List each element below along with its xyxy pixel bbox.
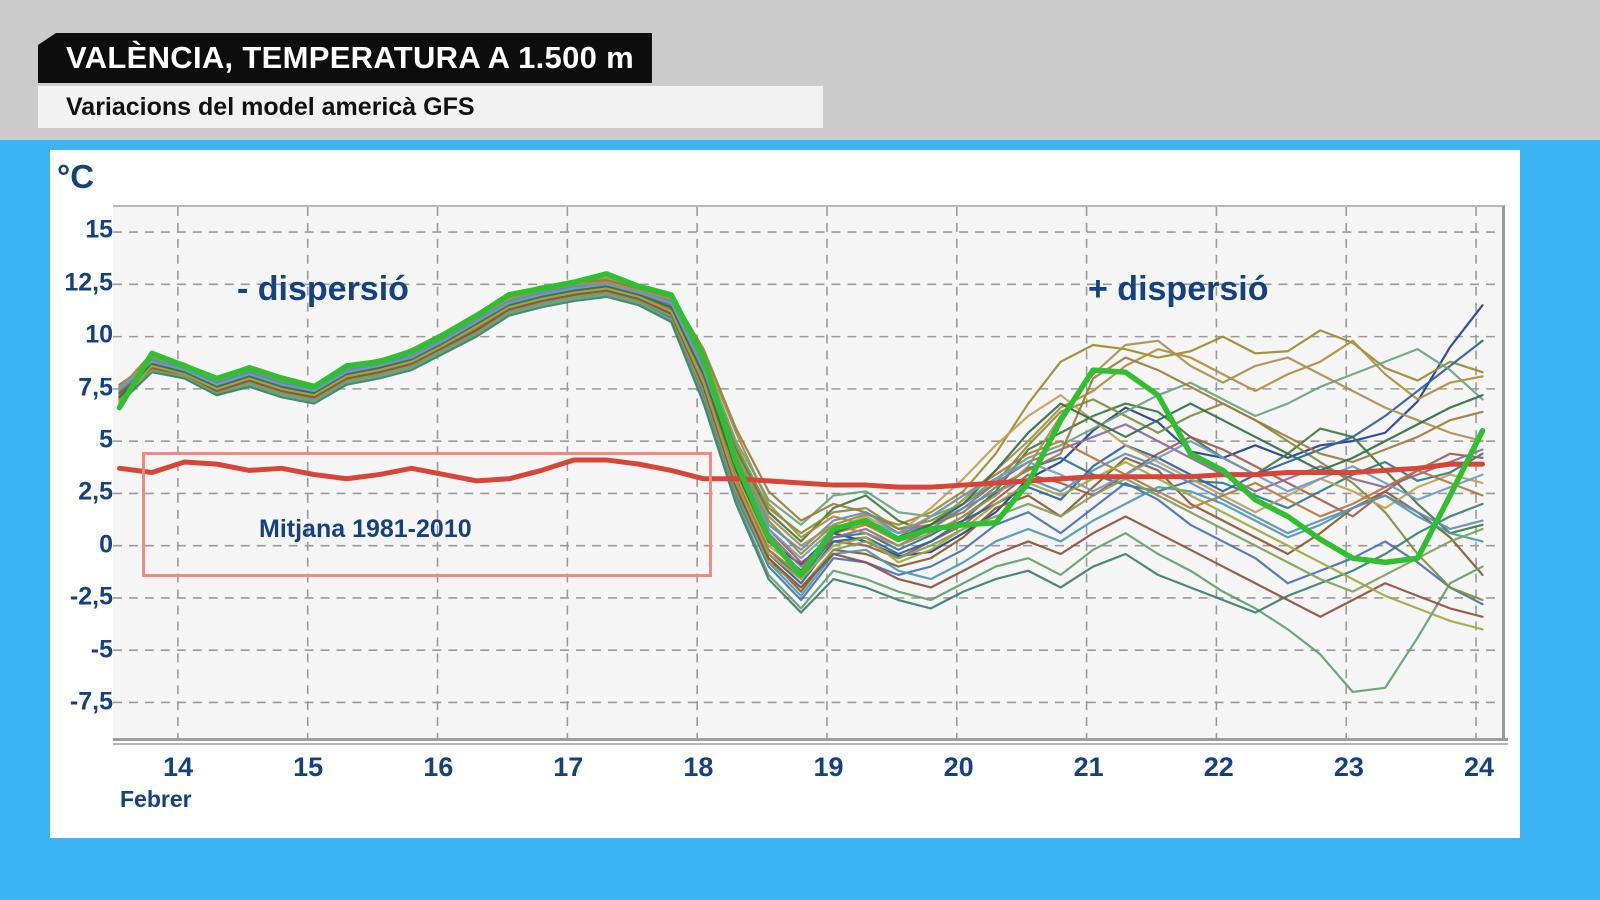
x-tick-label: 23	[1333, 752, 1364, 782]
y-axis-unit-label: °C	[57, 158, 95, 195]
x-tick-label: 20	[943, 752, 974, 782]
y-tick-label: -7,5	[69, 687, 113, 716]
x-tick-label: 17	[553, 752, 584, 782]
header-band: VALÈNCIA, TEMPERATURA A 1.500 m Variacio…	[0, 0, 1600, 134]
y-tick-label: 5	[99, 425, 113, 454]
y-tick-label: 0	[99, 530, 113, 559]
page-subtitle: Variacions del model americà GFS	[66, 92, 475, 121]
annotation-high-dispersion: + dispersió	[1088, 270, 1269, 308]
x-tick-label: 15	[293, 752, 324, 782]
x-axis-month-label: Febrer	[120, 786, 192, 812]
y-tick-label: 12,5	[64, 268, 113, 297]
series-line-ens_17	[118, 295, 1484, 614]
y-tick-label: 10	[85, 320, 113, 349]
ensemble-spaghetti-plot	[113, 207, 1502, 738]
title-bar: VALÈNCIA, TEMPERATURA A 1.500 m	[38, 33, 652, 83]
series-line-control	[116, 271, 1486, 578]
page-title: VALÈNCIA, TEMPERATURA A 1.500 m	[66, 40, 634, 75]
x-tick-label: 24	[1463, 752, 1494, 782]
x-tick-label: 14	[163, 752, 194, 782]
series-line-ens_23	[118, 289, 1484, 618]
annotation-low-dispersion: - dispersió	[237, 270, 409, 308]
x-tick-label: 16	[423, 752, 454, 782]
series-line-ens_19	[118, 281, 1484, 551]
y-tick-label: 15	[85, 215, 113, 244]
y-axis-ticks: 15 12,5 10 7,5 5 2,5 0 -2,5 -5 -7,5	[0, 0, 113, 900]
y-tick-label: -2,5	[69, 582, 113, 611]
y-tick-label: -5	[90, 635, 113, 664]
y-tick-label: 2,5	[78, 477, 113, 506]
series-line-ens_25	[118, 287, 1484, 631]
plot-area	[113, 205, 1505, 738]
climate-mean-highlight-box	[142, 452, 712, 577]
x-tick-label: 22	[1203, 752, 1234, 782]
series-line-climate_mean	[116, 457, 1486, 490]
y-tick-label: 7,5	[78, 373, 113, 402]
subtitle-bar: Variacions del model americà GFS	[38, 86, 823, 128]
x-tick-label: 19	[813, 752, 844, 782]
annotation-climate-mean: Mitjana 1981-2010	[259, 515, 472, 543]
x-tick-label: 21	[1073, 752, 1104, 782]
x-axis-baseline	[113, 738, 1508, 745]
x-tick-label: 18	[683, 752, 714, 782]
series-line-ens_08	[118, 293, 1484, 694]
